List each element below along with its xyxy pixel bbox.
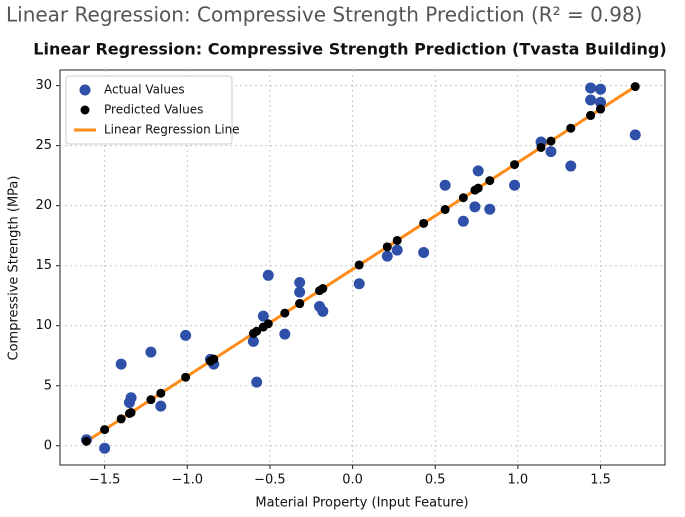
y-tick-label: 15: [35, 258, 52, 273]
point: [596, 104, 606, 114]
legend-box: [65, 75, 233, 145]
point: [126, 408, 136, 418]
point: [155, 400, 167, 412]
point: [146, 395, 156, 405]
x-tick-label: 1.0: [508, 473, 529, 488]
legend-label: Actual Values: [104, 83, 185, 97]
x-tick-label: 0.5: [425, 473, 446, 488]
point: [294, 277, 306, 289]
point: [440, 205, 450, 215]
y-tick-label: 5: [44, 378, 52, 393]
point: [510, 160, 520, 170]
point: [545, 146, 557, 158]
point: [247, 335, 259, 347]
point: [457, 215, 469, 227]
point: [252, 326, 262, 336]
point: [209, 354, 219, 364]
point: [145, 346, 157, 358]
point: [99, 442, 111, 454]
x-tick-label: −0.5: [254, 473, 286, 488]
y-axis-label: Compressive Strength (MPa): [7, 176, 22, 361]
point: [439, 179, 451, 191]
page-heading: Linear Regression: Compressive Strength …: [6, 3, 642, 27]
point: [81, 436, 91, 446]
point: [354, 260, 364, 270]
x-tick-label: −1.0: [171, 473, 203, 488]
point: [115, 358, 127, 370]
point: [565, 160, 577, 172]
point: [585, 82, 597, 94]
point: [181, 372, 191, 382]
point: [100, 425, 110, 435]
point: [382, 242, 392, 252]
point: [116, 414, 126, 424]
point: [485, 176, 495, 186]
point: [180, 329, 192, 341]
point: [473, 183, 483, 193]
plot-frame: [59, 69, 666, 466]
point: [458, 193, 468, 203]
point: [263, 319, 273, 329]
chart-title: Linear Regression: Compressive Strength …: [33, 40, 666, 59]
point: [595, 83, 607, 95]
point: [294, 286, 306, 298]
legend-label: Linear Regression Line: [104, 123, 240, 137]
point: [262, 269, 274, 281]
point: [509, 179, 521, 191]
point: [280, 308, 290, 318]
point: [125, 392, 137, 404]
point: [469, 201, 481, 213]
legend-swatch: [79, 84, 91, 96]
point: [418, 246, 430, 258]
legend-label: Predicted Values: [104, 103, 203, 117]
y-tick-label: 25: [35, 138, 52, 153]
point: [585, 94, 597, 106]
point: [318, 284, 328, 294]
x-tick-label: −1.5: [89, 473, 121, 488]
point: [156, 388, 166, 398]
x-tick-label: 0.0: [342, 473, 363, 488]
point: [484, 203, 496, 215]
x-tick-label: 1.5: [590, 473, 611, 488]
legend-swatch: [80, 105, 90, 115]
point: [595, 96, 607, 108]
point: [546, 136, 556, 146]
point: [566, 123, 576, 133]
point: [419, 218, 429, 228]
y-tick-label: 0: [44, 438, 52, 453]
point: [353, 278, 365, 290]
point: [392, 235, 402, 245]
point: [629, 129, 641, 141]
point: [586, 110, 596, 120]
point: [257, 310, 269, 322]
point: [391, 244, 403, 256]
y-tick-label: 30: [35, 78, 52, 93]
point: [251, 376, 263, 388]
point: [630, 82, 640, 92]
y-tick-label: 20: [35, 198, 52, 213]
point: [279, 328, 291, 340]
x-axis-label: Material Property (Input Feature): [255, 496, 468, 511]
point: [536, 142, 546, 152]
y-tick-label: 10: [35, 318, 52, 333]
point: [381, 250, 393, 262]
point: [317, 305, 329, 317]
point: [472, 165, 484, 177]
point: [295, 299, 305, 309]
